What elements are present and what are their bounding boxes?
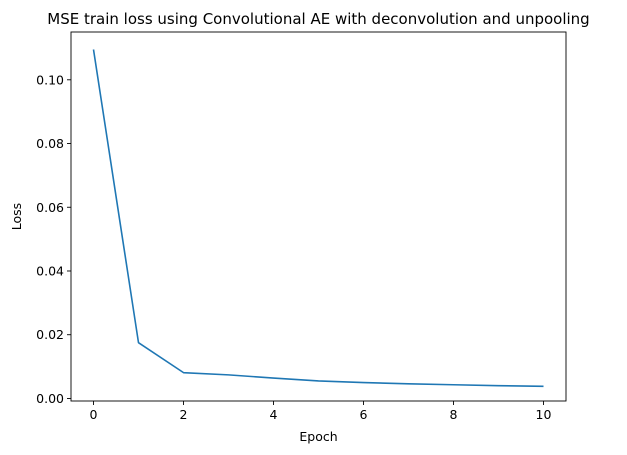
- x-tick-label: 6: [360, 407, 368, 422]
- series-layer: [92, 49, 544, 388]
- x-tick-label: 4: [270, 407, 278, 422]
- x-tick-label: 10: [536, 407, 552, 422]
- y-tick-label: 0.08: [36, 136, 64, 151]
- x-tick-label: 0: [90, 407, 98, 422]
- loss-series-line: [92, 49, 544, 388]
- x-tick-label: 2: [180, 407, 188, 422]
- y-axis-label: Loss: [9, 203, 24, 230]
- y-tick-label: 0.06: [36, 200, 64, 215]
- y-tick-label: 0.00: [36, 391, 64, 406]
- x-tick-label: 8: [450, 407, 458, 422]
- chart-title: MSE train loss using Convolutional AE wi…: [47, 10, 589, 28]
- plot-frame: [70, 31, 567, 402]
- x-axis-label: Epoch: [299, 429, 337, 444]
- y-tick-label: 0.02: [36, 327, 64, 342]
- y-tick-label: 0.04: [36, 263, 64, 278]
- y-tick-label: 0.10: [36, 72, 64, 87]
- y-axis-ticks: 0.00 0.02 0.04 0.06 0.08 0.10: [36, 72, 71, 406]
- x-axis-ticks: 0 2 4 6 8 10: [90, 401, 552, 422]
